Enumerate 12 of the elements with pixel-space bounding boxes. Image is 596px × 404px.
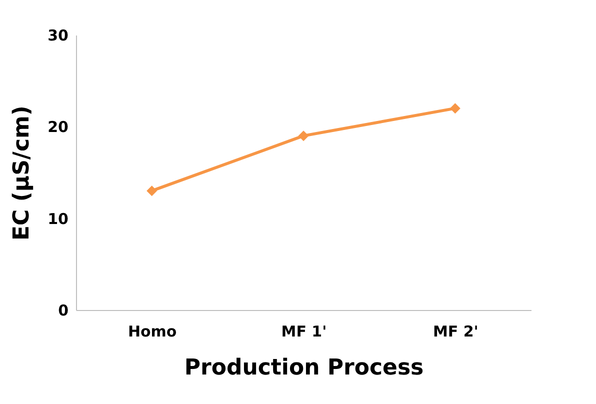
- y-tick-label: 0: [58, 302, 68, 320]
- x-tick-label: MF 1': [281, 322, 327, 340]
- point: [146, 186, 158, 196]
- y-axis-title: EC (µS/cm): [10, 106, 35, 240]
- x-tick-label: MF 2': [432, 322, 478, 340]
- y-tick-label: 10: [48, 210, 68, 228]
- x-axis-title: Production Process: [184, 356, 424, 380]
- y-tick-label: 20: [48, 118, 68, 136]
- point: [298, 130, 309, 142]
- y-tick-label: 30: [48, 26, 68, 44]
- point: [450, 103, 460, 114]
- x-tick-label: Homo: [128, 322, 177, 340]
